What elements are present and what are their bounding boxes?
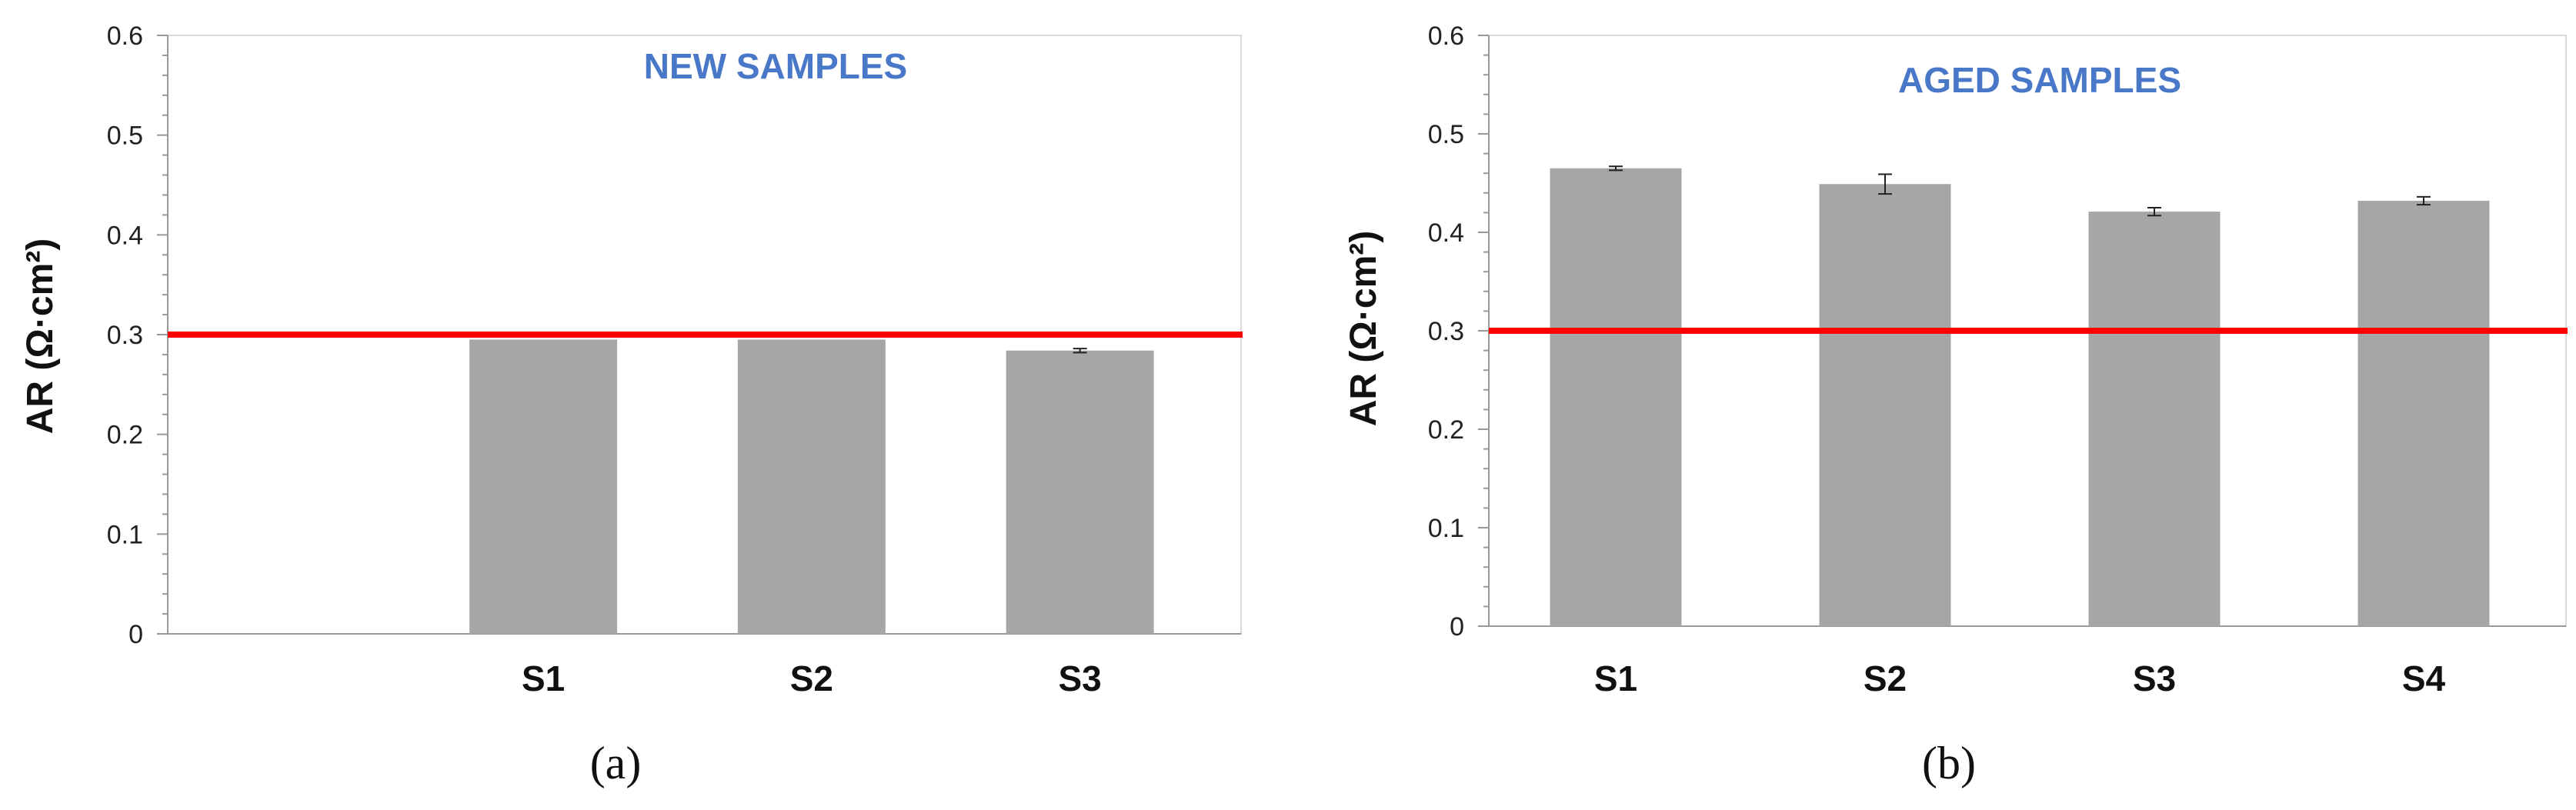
x-tick-label: S4 — [2402, 658, 2446, 698]
x-tick-label: S1 — [522, 658, 565, 698]
y-tick-label: 0.6 — [107, 22, 143, 51]
y-tick-label: 0.3 — [1428, 317, 1464, 346]
y-axis-label: AR (Ω·cm²) — [20, 238, 61, 434]
bar-s3 — [1006, 350, 1154, 634]
bar-s1 — [1550, 168, 1682, 627]
y-tick-label: 0.4 — [107, 221, 143, 250]
y-tick-label: 0.5 — [107, 122, 143, 151]
x-tick-label: S3 — [1058, 658, 1101, 698]
panel-label: (a) — [590, 738, 642, 788]
y-tick-label: 0.6 — [1428, 22, 1464, 51]
bar-s3 — [2088, 212, 2221, 626]
y-tick-label: 0.1 — [107, 520, 143, 549]
y-tick-label: 0.1 — [1428, 514, 1464, 543]
chart-title: NEW SAMPLES — [644, 46, 907, 86]
chart-title: AGED SAMPLES — [1898, 60, 2181, 100]
y-tick-label: 0.3 — [107, 321, 143, 350]
chart-panel-b: AGED SAMPLES AR (Ω·cm²) (b) 0 0.1 0.2 0.3 0.… — [1343, 22, 2568, 788]
bar-s2 — [1819, 184, 1951, 626]
panel-label: (b) — [1922, 738, 1976, 788]
y-tick-label: 0 — [1450, 612, 1464, 642]
y-tick-label: 0.2 — [107, 421, 143, 450]
x-tick-label: S1 — [1594, 658, 1637, 698]
x-tick-label: S2 — [1864, 658, 1907, 698]
y-axis-label: AR (Ω·cm²) — [1343, 231, 1384, 426]
bar-s4 — [2357, 201, 2490, 626]
chart-panel-a: NEW SAMPLES AR (Ω·cm²) (a) 0 0.1 0.2 0.3 0.4… — [20, 22, 1243, 788]
y-tick-label: 0.5 — [1428, 120, 1464, 149]
bar-s1 — [469, 339, 618, 634]
bar-s2 — [737, 339, 886, 634]
y-tick-label: 0.2 — [1428, 415, 1464, 445]
y-tick-label: 0 — [128, 620, 143, 649]
y-tick-label: 0.4 — [1428, 218, 1464, 248]
x-tick-label: S2 — [790, 658, 833, 698]
x-tick-label: S3 — [2133, 658, 2176, 698]
